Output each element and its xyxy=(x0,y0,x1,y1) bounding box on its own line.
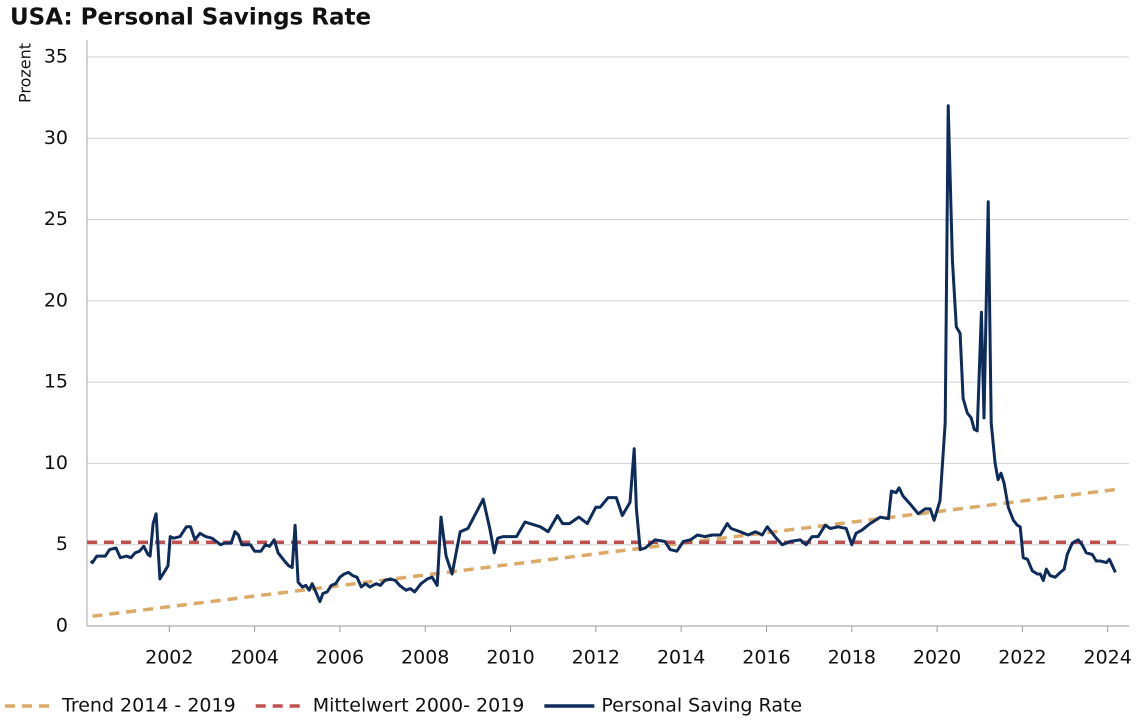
chart-title: USA: Personal Savings Rate xyxy=(10,5,371,31)
x-tick-label: 2014 xyxy=(657,647,705,669)
x-tick-label: 2010 xyxy=(486,647,534,669)
x-tick-label: 2012 xyxy=(572,647,620,669)
y-tick-label: 20 xyxy=(44,289,68,311)
x-tick-label: 2002 xyxy=(145,647,193,669)
x-tick-label: 2022 xyxy=(998,647,1046,669)
x-tick-label: 2008 xyxy=(401,647,449,669)
legend-label: Trend 2014 - 2019 xyxy=(61,695,236,717)
y-tick-label: 35 xyxy=(44,46,68,68)
y-tick-label: 0 xyxy=(56,615,68,637)
legend-label: Personal Saving Rate xyxy=(601,695,802,717)
x-tick-label: 2004 xyxy=(230,647,278,669)
y-tick-label: 5 xyxy=(56,533,68,555)
y-tick-label: 30 xyxy=(44,127,68,149)
x-tick-label: 2020 xyxy=(913,647,961,669)
y-tick-label: 25 xyxy=(44,208,68,230)
x-tick-label: 2016 xyxy=(742,647,790,669)
series-line xyxy=(89,104,1117,604)
x-tick-label: 2006 xyxy=(316,647,364,669)
y-tick-label: 10 xyxy=(44,452,68,474)
legend-label: Mittelwert 2000- 2019 xyxy=(313,695,525,717)
x-tick-label: 2024 xyxy=(1083,647,1131,669)
x-tick-label: 2018 xyxy=(828,647,876,669)
y-tick-label: 15 xyxy=(44,371,68,393)
y-axis-label: Prozent xyxy=(16,43,35,103)
series-line xyxy=(92,487,1117,618)
